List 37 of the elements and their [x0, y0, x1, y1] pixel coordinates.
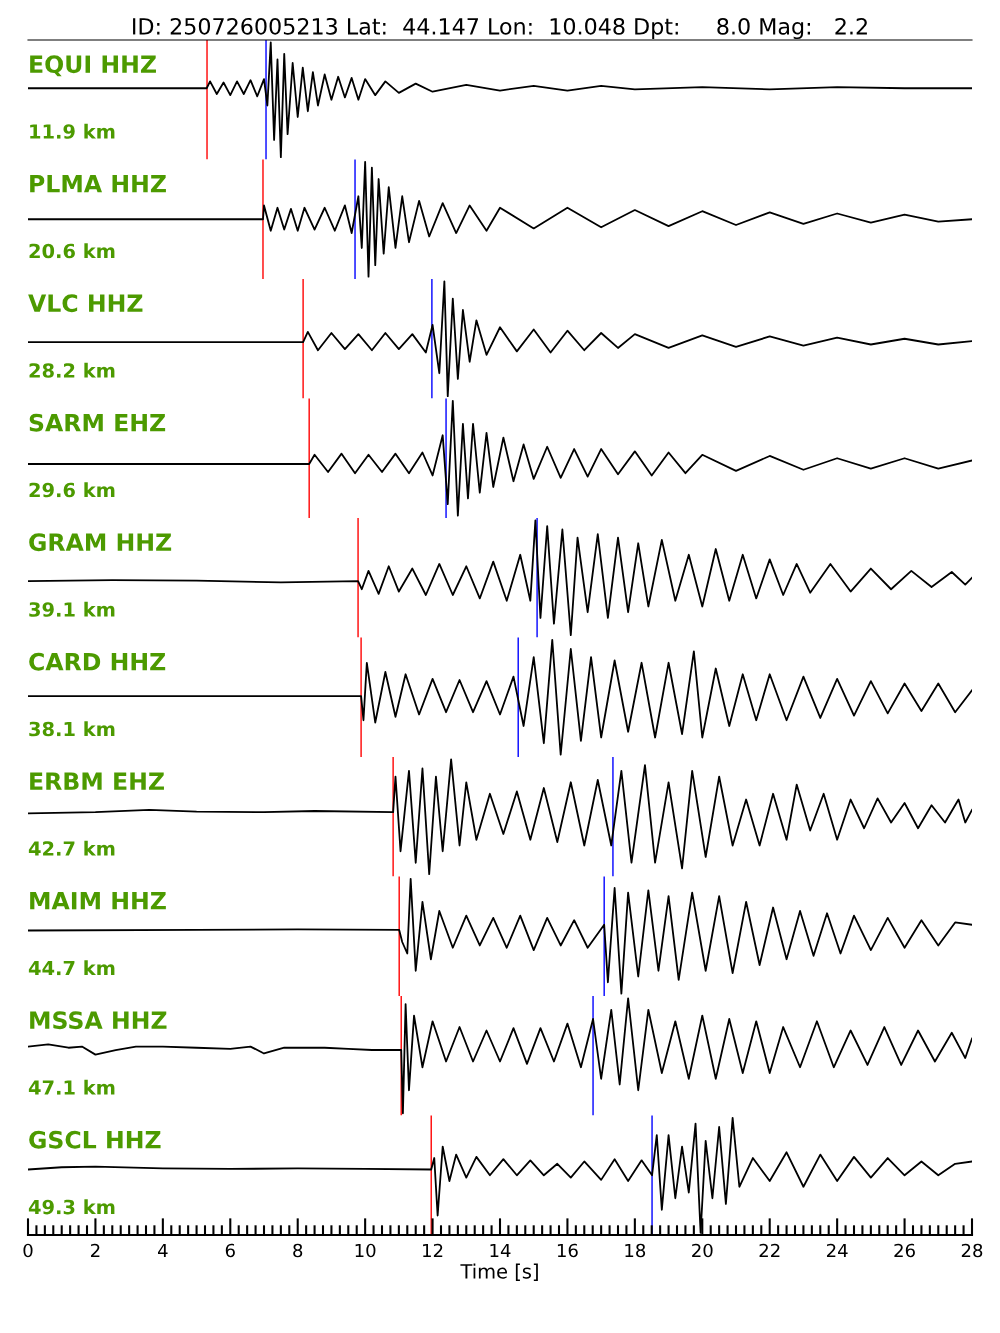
x-axis-title: Time [s]: [460, 1263, 538, 1281]
annotation: PLMA HHZ: [30, 175, 166, 193]
annotation: 49.3 km: [28, 1199, 115, 1215]
x-tick-label: 24: [826, 1243, 848, 1258]
chart-title: ID: 250726005213 Lat: 44.147 Lon: 10.048 Dpt: 8.0 Mag: 2.2: [133, 17, 867, 40]
x-tick-label: 10: [355, 1243, 376, 1258]
x-tick-label: 28: [961, 1243, 983, 1258]
annotation: SARM EHZ: [29, 413, 166, 432]
annotation: MSSA HHZ: [30, 1011, 167, 1030]
annotation: 44.7 km: [28, 960, 115, 976]
annotation: GSCL HHZ: [29, 1130, 161, 1149]
x-tick-label: 18: [625, 1243, 646, 1258]
x-tick-label: 22: [759, 1243, 780, 1258]
annotation: 39.1 km: [29, 601, 115, 617]
x-tick-label: 16: [557, 1243, 578, 1258]
x-tick-label: 2: [91, 1243, 100, 1258]
annotation: 47.1 km: [28, 1079, 115, 1095]
annotation: 42.7 km: [28, 840, 115, 856]
annotation: MAIM HHZ: [30, 892, 166, 910]
x-tick-label: 4: [158, 1243, 168, 1258]
x-tick-label: 26: [894, 1243, 915, 1258]
annotation: 20.6 km: [29, 243, 115, 259]
x-tick-label: 14: [490, 1243, 511, 1258]
x-tick-label: 6: [225, 1243, 235, 1258]
annotation: 11.9 km: [30, 123, 115, 139]
annotation: VLC HHZ: [28, 294, 143, 313]
annotation: 28.2 km: [29, 362, 115, 378]
annotation: ERBM EHZ: [30, 772, 164, 790]
annotation: 29.6 km: [29, 482, 115, 498]
annotation: GRAM HHZ: [29, 533, 172, 552]
x-tick-label: 0: [23, 1243, 33, 1258]
annotation: 38.1 km: [29, 721, 115, 737]
x-tick-label: 12: [423, 1243, 443, 1258]
annotation: CARD HHZ: [29, 652, 166, 671]
x-tick-label: 8: [293, 1243, 303, 1258]
x-tick-label: 20: [692, 1243, 713, 1258]
annotation: EQUI HHZ: [30, 55, 156, 77]
